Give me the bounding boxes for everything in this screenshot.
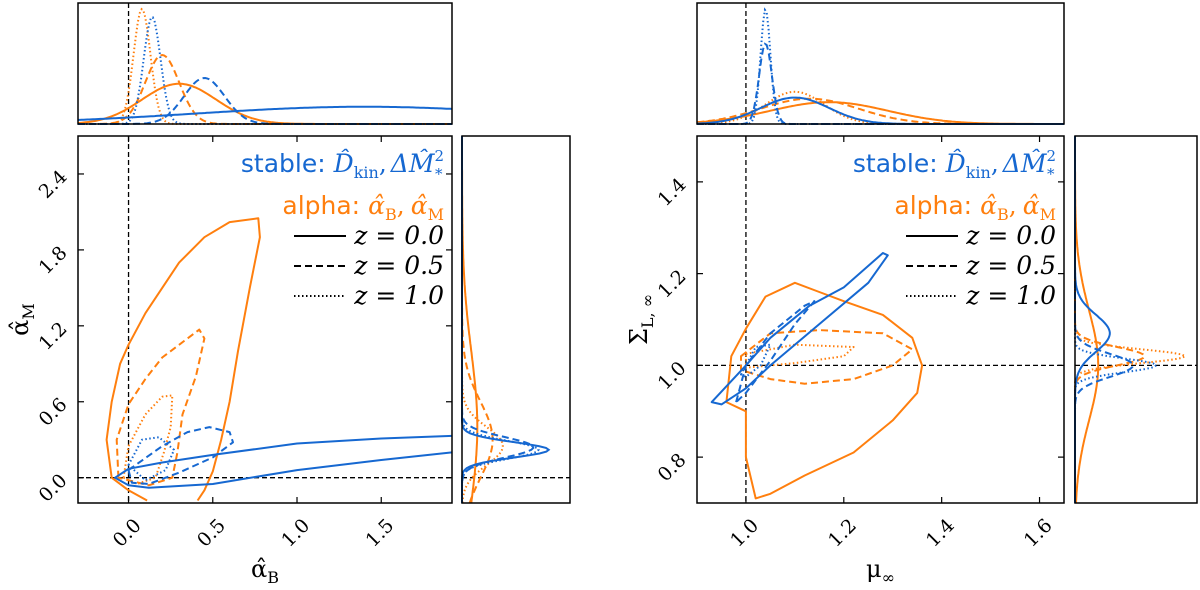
legend-style-label: z = 0.5 [965,251,1056,280]
x-tick-label: 1.4 [922,515,959,552]
y-tick-label: 1.2 [654,266,691,303]
contour-stable-dashed [735,300,816,404]
marginal-alpha-dotted [696,90,1064,125]
legend-style-label: z = 0.0 [965,221,1056,250]
side-marginal-panel [1074,135,1198,504]
legend-alpha: alpha: α̂B, α̂M [282,191,444,224]
contour-alpha-solid [725,281,924,500]
legend-style-label: z = 0.5 [353,251,444,280]
x-axis-label: α̂B [251,555,279,586]
x-tick-label: 1.0 [726,515,763,552]
top-marginal-panel [77,2,453,125]
contour-stable-dashed [127,426,234,485]
top-marginal-frame [77,2,453,125]
x-tick-label: 1.6 [1020,515,1057,552]
legend-style-label: z = 0.0 [353,221,444,250]
main-axes-frame [696,135,1065,504]
legend-style-label: z = 1.0 [965,281,1056,310]
y-axis-label: ΣL, ∞ [625,294,657,345]
top-marginal-frame [696,2,1065,125]
marginal-stable-dashed [461,136,535,503]
panel-1: 1.0 1.2 1.4 1.6 0.8 1.0 1.2 1.4 μ∞ ΣL, ∞ stable: D̂… [625,2,1198,587]
top-marginal-panel [696,2,1065,125]
y-tick-label: 0.8 [654,449,691,486]
marginal-stable-solid [78,105,453,121]
marginal-stable-dotted [697,7,1064,125]
contour-alpha-dotted [122,394,174,485]
marginal-stable-dotted [461,136,540,503]
x-tick-label: 1.5 [361,515,398,552]
side-marginal-frame [1074,135,1198,504]
marginal-alpha-dashed [1074,136,1146,503]
contour-alpha-solid [105,217,261,502]
x-tick-label: 1.2 [824,515,861,552]
side-marginal-panel [461,135,571,504]
legend-style-label: z = 1.0 [353,281,444,310]
contour-stable-dotted [740,343,772,378]
legend: stable: D̂kin, ΔM̂2 *alpha: α̂B, α̂Mz = 0.0z … [853,147,1056,310]
marginal-stable-dotted [1074,136,1159,503]
y-axis-label: α̂M [6,303,38,336]
legend-stable: stable: D̂kin, ΔM̂2 * [853,147,1056,183]
contour-alpha-dashed [740,329,914,385]
y-tick-label: 2.4 [35,166,72,203]
marginal-alpha-solid [1074,136,1100,504]
marginal-alpha-solid [461,136,479,504]
x-tick-label: 0.0 [109,515,146,552]
legend: stable: D̂kin, ΔM̂2 *alpha: α̂B, α̂Mz = 0.0z … [241,147,444,310]
y-tick-label: 1.0 [654,357,691,394]
y-tick-label: 0.0 [35,470,72,507]
y-tick-label: 1.4 [654,174,691,211]
main-axes-frame [77,135,453,504]
y-tick-label: 1.8 [35,242,72,279]
marginal-stable-dashed [1074,136,1135,503]
panel-0: 0.0 0.5 1.0 1.5 0.0 0.6 1.2 1.8 2.4 α̂B α̂M stable:… [6,2,571,587]
contour-alpha-dashed [115,328,206,487]
x-tick-label: 0.5 [193,515,230,552]
y-tick-label: 0.6 [35,394,72,431]
contour-stable-dotted [127,436,175,482]
contour-stable-solid [114,434,452,489]
legend-stable: stable: D̂kin, ΔM̂2 * [241,147,444,183]
x-axis-label: μ∞ [866,555,895,586]
legend-alpha: alpha: α̂B, α̂M [894,191,1056,224]
x-tick-label: 1.0 [277,515,314,552]
contour-layer [697,136,1064,503]
y-tick-label: 1.2 [35,318,72,355]
contour-layer [78,136,452,503]
side-marginal-frame [461,135,571,504]
contour-stable-solid [710,252,889,406]
